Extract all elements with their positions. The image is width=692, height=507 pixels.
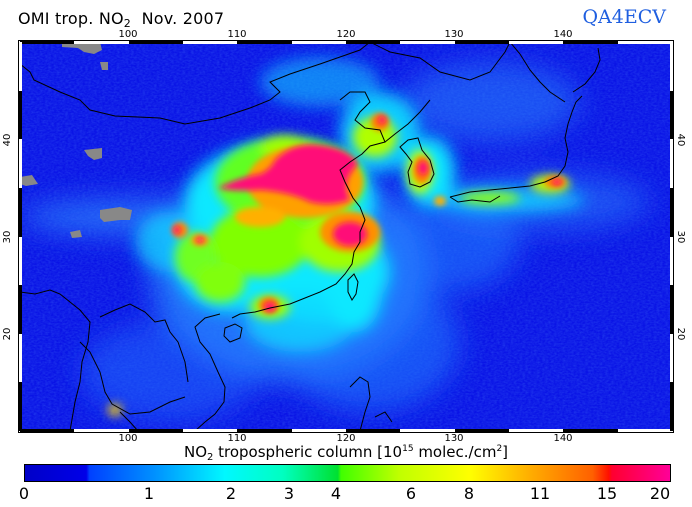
frame-segment (670, 139, 673, 188)
colorbar-tick-label: 20 (649, 484, 671, 503)
label-no: NO (183, 443, 207, 461)
lon-tick-label: 130 (444, 29, 464, 40)
frame-segment (19, 236, 22, 286)
lon-tick-label: 120 (336, 433, 356, 444)
missing-data (20, 42, 132, 238)
frame-segment (237, 41, 292, 44)
frame-segment (670, 236, 673, 286)
frame-segment (617, 41, 672, 44)
frame-segment (20, 41, 75, 44)
frame-segment (670, 382, 673, 431)
lon-tick-label: 140 (553, 433, 573, 444)
colorbar-tick-label: 11 (529, 484, 551, 503)
frame-segment (670, 285, 673, 334)
frame-segment (670, 90, 673, 140)
frame-segment (183, 429, 238, 432)
lon-tick-label: 120 (336, 29, 356, 40)
label-sub: 2 (207, 452, 214, 463)
colorbar-tick-label: 2 (225, 484, 237, 503)
lat-tick-label: 40 (675, 133, 686, 147)
frame-segment (74, 429, 129, 432)
lat-tick-label: 30 (2, 230, 13, 244)
map-title: OMI trop. NO2 Nov. 2007 (18, 9, 224, 30)
lon-tick-label: 140 (553, 29, 573, 40)
title-date: Nov. 2007 (141, 9, 225, 28)
title-prefix: OMI trop. NO (18, 9, 124, 28)
colorbar-tick-label: 3 (283, 484, 295, 503)
frame-segment (291, 41, 346, 44)
frame-segment (20, 429, 75, 432)
frame-segment (128, 429, 183, 432)
colorbar-tick-label: 6 (405, 484, 417, 503)
frame-segment (19, 382, 22, 431)
label-exp: 15 (402, 444, 414, 454)
lon-tick-label: 100 (118, 29, 138, 40)
frame-segment (509, 429, 564, 432)
frame-segment (563, 41, 618, 44)
frame-segment (617, 429, 672, 432)
label-mid: tropospheric column [10 (213, 443, 403, 461)
frame-segment (19, 90, 22, 140)
label-end: ] (502, 443, 509, 461)
frame-segment (670, 333, 673, 383)
title-subscript: 2 (123, 17, 131, 30)
lat-tick-label: 20 (2, 327, 13, 341)
no2-map (19, 41, 673, 432)
lon-tick-label: 100 (118, 433, 138, 444)
colorbar-tick-label: 15 (596, 484, 618, 503)
frame-segment (454, 41, 509, 44)
label-unit: molec./cm (413, 443, 497, 461)
frame-segment (19, 139, 22, 188)
frame-segment (670, 187, 673, 237)
frame-segment (19, 333, 22, 383)
peak-no2 (173, 116, 562, 312)
colorbar-tick-label: 4 (330, 484, 342, 503)
frame-segment (74, 41, 129, 44)
colorbar-tick-label: 1 (143, 484, 155, 503)
frame-segment (509, 41, 564, 44)
frame-segment (346, 41, 401, 44)
frame-segment (128, 41, 183, 44)
frame-segment (670, 42, 673, 91)
frame-segment (291, 429, 346, 432)
frame-segment (19, 285, 22, 334)
colorbar-tick-label: 8 (463, 484, 475, 503)
brand-label: QA4ECV (582, 6, 666, 28)
frame-segment (400, 429, 455, 432)
lat-tick-label: 30 (675, 230, 686, 244)
frame-segment (183, 41, 238, 44)
frame-segment (400, 41, 455, 44)
frame-segment (563, 429, 618, 432)
frame-segment (237, 429, 292, 432)
colorbar (24, 464, 671, 482)
lon-tick-label: 110 (227, 433, 247, 444)
lat-tick-label: 40 (2, 133, 13, 147)
coastlines (19, 41, 601, 432)
frame-segment (19, 42, 22, 91)
map-canvas (19, 41, 673, 432)
label-exp2: 2 (496, 444, 503, 454)
frame-segment (454, 429, 509, 432)
colorbar-tick-label: 0 (18, 484, 30, 503)
colorbar-label: NO2 tropospheric column [1015 molec./cm2… (0, 443, 692, 463)
lon-tick-label: 130 (444, 433, 464, 444)
frame-segment (19, 187, 22, 237)
lon-tick-label: 110 (227, 29, 247, 40)
frame-outline (18, 40, 674, 433)
lat-tick-label: 20 (675, 327, 686, 341)
frame-segment (346, 429, 401, 432)
